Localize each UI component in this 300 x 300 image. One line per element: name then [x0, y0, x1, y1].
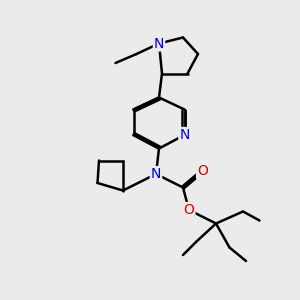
- Text: N: N: [154, 37, 164, 50]
- Text: O: O: [184, 203, 194, 217]
- Text: O: O: [197, 164, 208, 178]
- Text: N: N: [179, 128, 190, 142]
- Text: N: N: [151, 167, 161, 181]
